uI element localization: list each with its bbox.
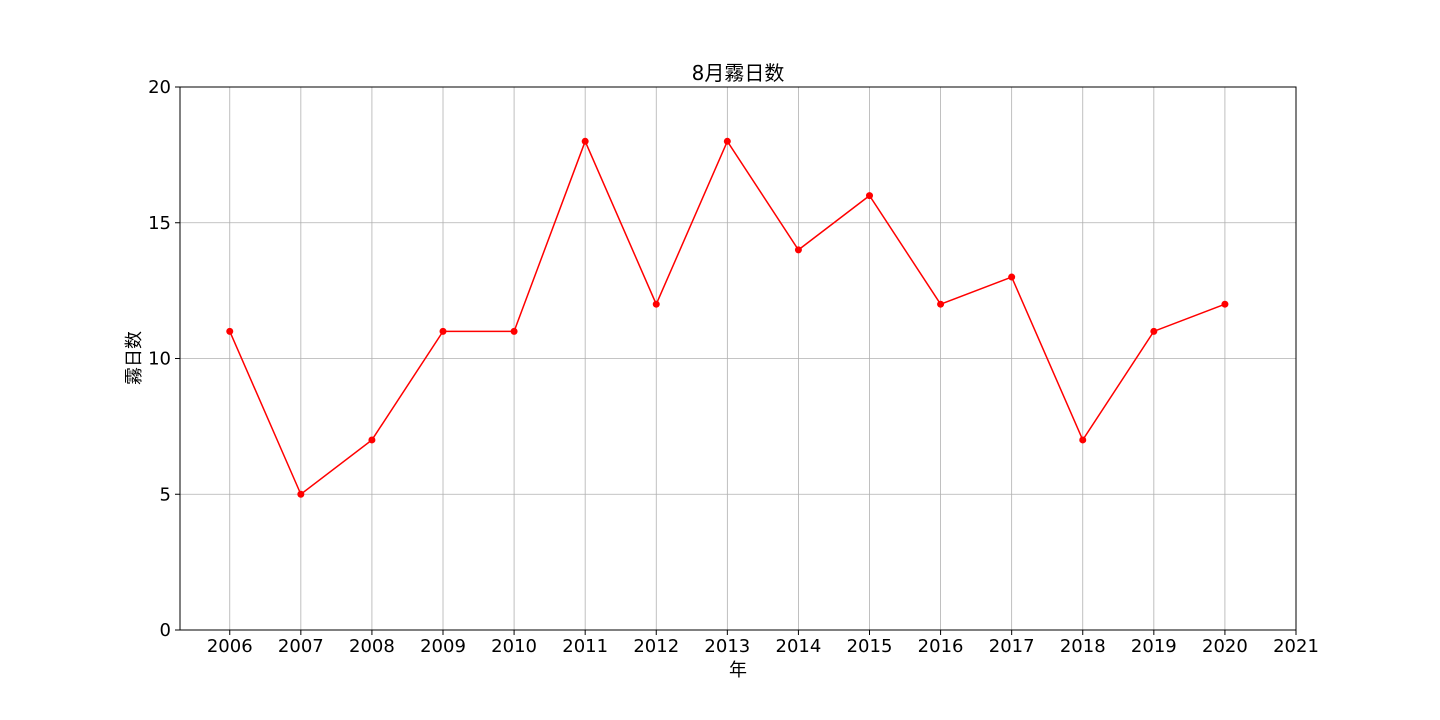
series-layer — [226, 137, 1229, 498]
x-tick-label: 2016 — [918, 636, 964, 657]
x-tick-label: 2011 — [562, 636, 608, 657]
x-tick-label: 2009 — [420, 636, 466, 657]
x-tick-label: 2018 — [1060, 636, 1106, 657]
x-tick-label: 2014 — [776, 636, 822, 657]
data-point — [297, 490, 305, 498]
x-axis-ticks: 2006 2007 2008 2009 2010 2011 2012 2013 2014 2015… — [207, 630, 1319, 657]
x-tick-label: 2012 — [633, 636, 679, 657]
data-point — [794, 246, 802, 254]
x-tick-label: 2010 — [491, 636, 537, 657]
x-tick-label: 2020 — [1202, 636, 1248, 657]
x-axis-label: 年 — [729, 660, 747, 681]
data-point — [510, 327, 518, 335]
y-axis-label: 霧日数 — [124, 331, 145, 385]
y-tick-label: 15 — [148, 213, 171, 234]
x-tick-label: 2017 — [989, 636, 1035, 657]
data-point — [1150, 327, 1158, 335]
x-tick-label: 2007 — [278, 636, 324, 657]
y-tick-label: 0 — [160, 620, 171, 641]
y-tick-label: 20 — [148, 77, 171, 98]
data-point — [937, 300, 945, 308]
data-point — [1221, 300, 1229, 308]
data-point — [866, 192, 874, 200]
x-tick-label: 2006 — [207, 636, 253, 657]
chart-title: 8月霧日数 — [692, 61, 785, 85]
data-point — [723, 137, 731, 145]
data-point — [226, 327, 234, 335]
x-tick-label: 2019 — [1131, 636, 1177, 657]
data-point — [439, 327, 447, 335]
x-tick-label: 2008 — [349, 636, 395, 657]
y-axis-ticks: 0 5 10 15 20 — [148, 77, 180, 641]
grid — [180, 86, 1297, 631]
data-point — [652, 300, 660, 308]
data-point — [1008, 273, 1016, 281]
x-tick-label: 2021 — [1273, 636, 1319, 657]
data-point — [581, 137, 589, 145]
data-point — [1079, 436, 1087, 444]
y-tick-label: 10 — [148, 349, 171, 370]
x-tick-label: 2015 — [847, 636, 893, 657]
data-point — [368, 436, 376, 444]
y-tick-label: 5 — [160, 484, 171, 505]
x-tick-label: 2013 — [704, 636, 750, 657]
